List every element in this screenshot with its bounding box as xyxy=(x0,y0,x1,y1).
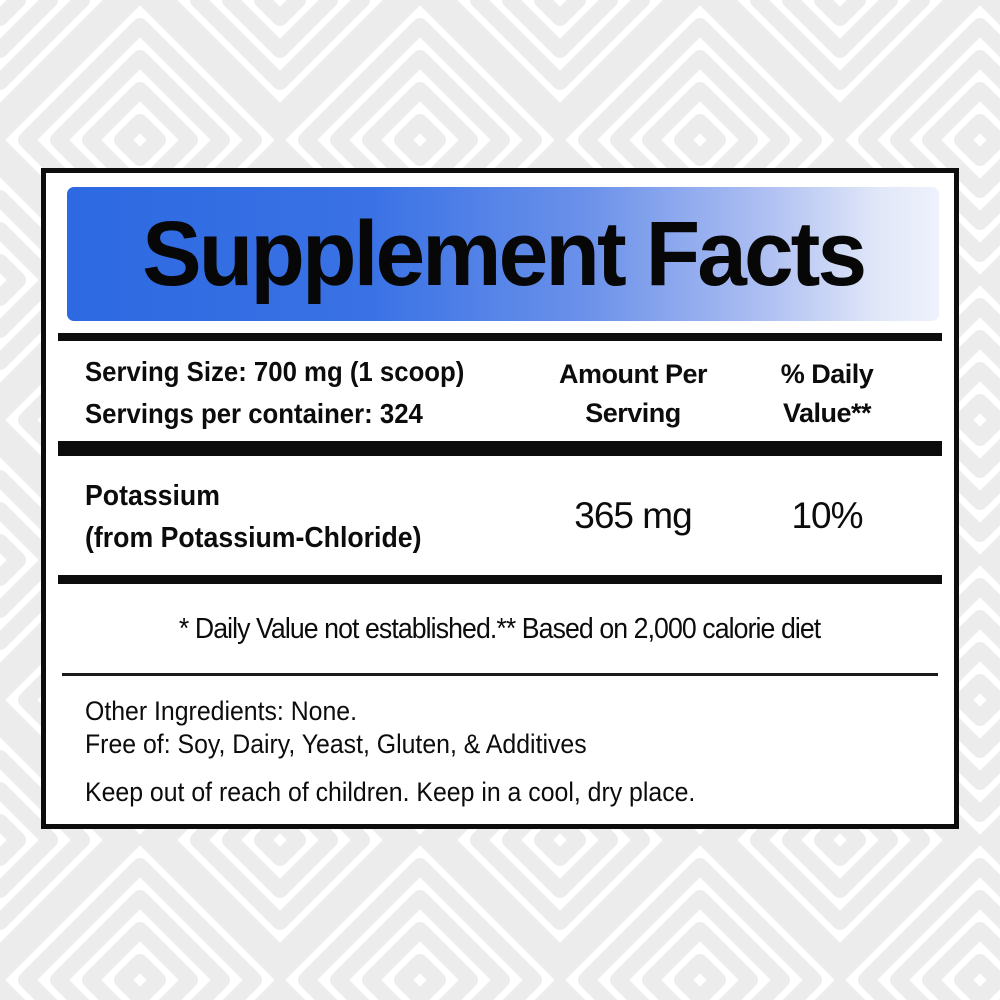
title-band: Supplement Facts xyxy=(67,187,939,321)
supplement-facts-label: Supplement Facts Serving Size: 700 mg (1… xyxy=(41,168,959,829)
divider-thick-bottom xyxy=(58,575,942,584)
free-of-text: Free of: Soy, Dairy, Yeast, Gluten, & Ad… xyxy=(85,729,587,759)
nutrient-row-amount: 365 mg xyxy=(574,495,692,536)
divider-thin xyxy=(62,673,938,676)
other-ingredients-block: Other Ingredients: None. Free of: Soy, D… xyxy=(85,695,630,761)
nutrient-row-name: Potassium (from Potassium-Chloride) xyxy=(85,480,422,554)
divider-thick-middle xyxy=(58,441,942,456)
servings-per-container-text: Servings per container: 324 xyxy=(85,398,423,429)
column-header-daily-value: % Daily Value** xyxy=(780,359,874,428)
nutrient-row-daily-value: 10% xyxy=(791,495,863,536)
label-title: Supplement Facts xyxy=(141,202,867,305)
serving-size-text: Serving Size: 700 mg (1 scoop) xyxy=(85,356,465,387)
warning-text: Keep out of reach of children. Keep in a… xyxy=(85,777,696,807)
other-ingredients-text: Other Ingredients: None. xyxy=(85,696,358,726)
divider-thick-top xyxy=(58,333,942,341)
column-header-amount: Amount Per Serving xyxy=(558,359,708,428)
footnote-text: * Daily Value not established.** Based o… xyxy=(179,613,821,645)
serving-info: Serving Size: 700 mg (1 scoop) Servings … xyxy=(85,351,497,435)
